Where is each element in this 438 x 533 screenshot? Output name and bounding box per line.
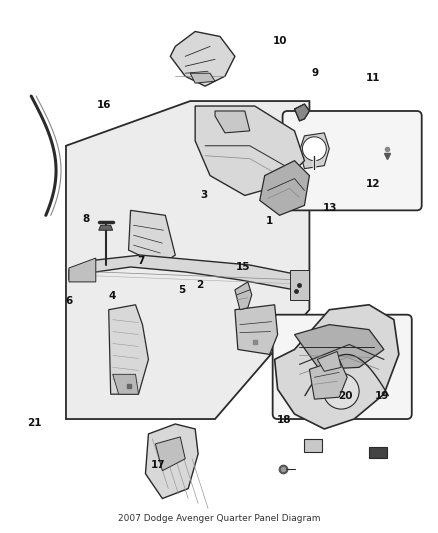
Polygon shape — [190, 73, 215, 83]
Text: 7: 7 — [137, 256, 145, 266]
Text: 12: 12 — [366, 180, 381, 189]
Bar — [369, 447, 387, 458]
Circle shape — [323, 373, 359, 409]
Polygon shape — [275, 305, 399, 429]
Polygon shape — [145, 424, 198, 498]
Polygon shape — [235, 282, 252, 310]
Text: 8: 8 — [83, 214, 90, 224]
Text: 20: 20 — [338, 391, 353, 401]
Text: 2: 2 — [196, 280, 203, 290]
Text: 19: 19 — [375, 391, 389, 401]
Text: 4: 4 — [109, 290, 116, 301]
Polygon shape — [235, 305, 278, 354]
FancyBboxPatch shape — [283, 111, 422, 211]
Polygon shape — [66, 101, 309, 419]
Circle shape — [303, 137, 326, 160]
Bar — [304, 439, 322, 452]
Polygon shape — [109, 305, 148, 394]
Polygon shape — [69, 258, 96, 282]
Polygon shape — [129, 211, 175, 265]
FancyBboxPatch shape — [273, 314, 412, 419]
Polygon shape — [155, 437, 185, 471]
Text: 13: 13 — [323, 203, 337, 213]
Polygon shape — [300, 133, 329, 168]
Text: 15: 15 — [236, 262, 250, 271]
Text: 3: 3 — [200, 190, 207, 200]
Text: 1: 1 — [265, 216, 273, 227]
Text: 21: 21 — [27, 418, 41, 428]
Polygon shape — [170, 31, 235, 86]
Text: 6: 6 — [65, 296, 72, 306]
Text: 17: 17 — [151, 460, 166, 470]
Polygon shape — [99, 225, 113, 230]
Polygon shape — [290, 270, 309, 300]
Text: 10: 10 — [273, 36, 287, 46]
Polygon shape — [113, 374, 138, 394]
Polygon shape — [294, 325, 384, 369]
Text: 11: 11 — [366, 74, 381, 84]
Polygon shape — [260, 160, 309, 215]
Polygon shape — [69, 255, 307, 295]
Polygon shape — [294, 104, 309, 121]
Polygon shape — [318, 351, 341, 372]
Polygon shape — [309, 359, 347, 399]
Text: 5: 5 — [178, 285, 186, 295]
Polygon shape — [215, 111, 250, 133]
Text: 16: 16 — [96, 100, 111, 110]
Polygon shape — [195, 106, 304, 196]
Text: 9: 9 — [311, 68, 318, 78]
Text: 2007 Dodge Avenger Quarter Panel Diagram: 2007 Dodge Avenger Quarter Panel Diagram — [118, 514, 320, 523]
Text: 18: 18 — [277, 415, 292, 425]
